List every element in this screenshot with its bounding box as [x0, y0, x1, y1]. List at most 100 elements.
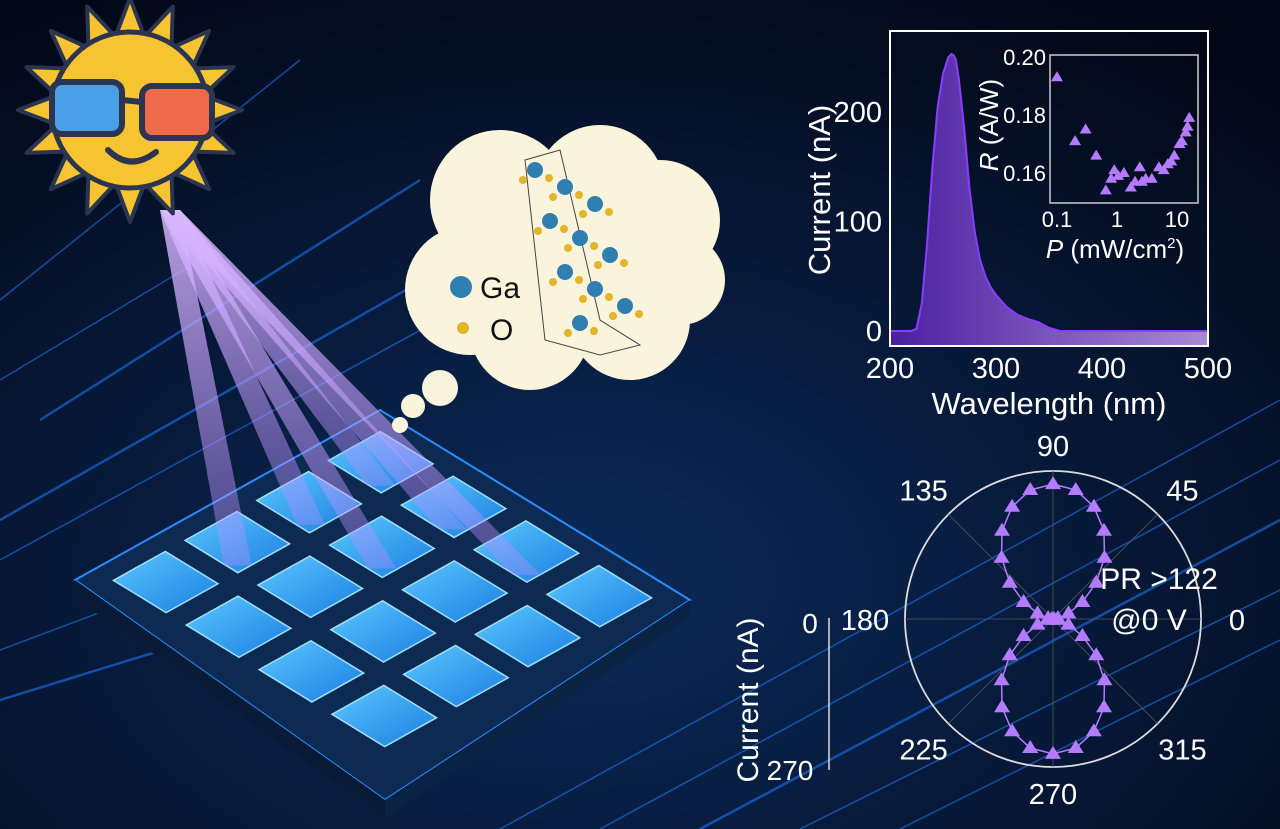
spectrum-area [889, 52, 1209, 347]
spectrum-ylabel: Current (nA) [802, 105, 837, 276]
polar-point [1049, 611, 1066, 625]
polar-point [993, 672, 1010, 686]
polar-point [1074, 594, 1091, 608]
bias-annotation: @0 V [1111, 604, 1186, 637]
polar-point [994, 522, 1011, 536]
light-beam [160, 210, 467, 530]
circuit-line [499, 399, 1280, 829]
chip-edge [385, 600, 690, 818]
inset-y-tick: 0.20 [1003, 45, 1046, 70]
ga-atom [557, 264, 573, 280]
angle-tick-label: 270 [1029, 779, 1077, 811]
inset-point [1117, 167, 1130, 177]
polar-point [1022, 481, 1039, 495]
inset-point [1168, 149, 1181, 160]
o-atom [579, 210, 587, 218]
inset-point [1090, 149, 1103, 160]
polar-point [1001, 647, 1018, 661]
polar-point [1095, 699, 1112, 713]
polar-point [1074, 627, 1091, 641]
polar-point [1015, 627, 1032, 641]
spectrum-xlabel: Wavelength (nm) [932, 386, 1167, 421]
inset-point [1145, 172, 1158, 183]
o-atom [609, 312, 617, 320]
detector-pad [184, 595, 293, 659]
inset-point [1179, 126, 1192, 137]
inset-xlabel: P (mW/cm2) [1046, 234, 1184, 264]
polar-point [1045, 745, 1061, 759]
detector-pad [329, 599, 437, 663]
o-atom [545, 174, 553, 182]
polar-point [1096, 549, 1113, 563]
o-atom [575, 276, 583, 284]
o-atom [594, 261, 602, 269]
light-beams [160, 210, 541, 575]
x-tick-label: 300 [972, 353, 1020, 385]
ga-atom [572, 315, 588, 331]
y-tick-label: 200 [834, 97, 882, 129]
o-atom [575, 191, 583, 199]
o-atom [564, 329, 572, 337]
inset-y-tick: 0.16 [1003, 161, 1046, 186]
ga-atom [587, 281, 603, 297]
polar-rlabel: Current (nA) [732, 617, 765, 782]
o-atom [605, 208, 613, 216]
polar-point [1088, 647, 1105, 661]
o-atom [620, 259, 628, 267]
o-atom [549, 278, 557, 286]
polar-point [1045, 476, 1061, 490]
ga-atom [587, 196, 603, 212]
ga-atom [572, 230, 588, 246]
o-atom-icon [457, 322, 469, 334]
detector-pad [545, 564, 654, 628]
chip-edge [75, 580, 385, 818]
angle-tick-label: 45 [1166, 476, 1198, 508]
circuit-line [0, 259, 201, 381]
r-tick-270: 270 [767, 755, 814, 786]
detector-pad [256, 555, 364, 619]
polar-point [1095, 522, 1112, 536]
ga-atom [527, 162, 543, 178]
polar-point [1085, 498, 1102, 512]
x-tick-label: 400 [1078, 353, 1126, 385]
x-tick-label: 200 [866, 353, 914, 385]
polar-point [1088, 574, 1105, 588]
legend-o: O [490, 314, 513, 347]
light-beam [160, 210, 397, 569]
detector-pad [111, 550, 220, 614]
pr-annotation: PR >122 [1100, 563, 1218, 596]
polar-point [1029, 616, 1046, 630]
polar-point [1067, 481, 1084, 495]
polar-point [1004, 723, 1021, 737]
inset-point [1051, 71, 1063, 82]
light-beam [160, 210, 541, 575]
o-atom [560, 225, 568, 233]
polar-point [994, 699, 1011, 713]
polar-point [993, 549, 1010, 563]
light-beam [160, 210, 252, 566]
inset-point [1181, 120, 1194, 131]
legend-ga: Ga [480, 272, 520, 305]
polar-point [1001, 574, 1018, 588]
polar-point [1060, 605, 1077, 619]
y-tick-label: 100 [834, 207, 882, 239]
spectrum-frame [889, 30, 1209, 347]
inset-point [1112, 169, 1125, 180]
o-atom [590, 242, 598, 250]
o-atom [579, 295, 587, 303]
polar-point [1015, 594, 1032, 608]
o-atom [549, 193, 557, 201]
responsivity-inset: 0.1 1 10 0.16 0.18 0.20 P (mW/cm2) R (A/W) [974, 45, 1199, 264]
inset-point [1157, 164, 1170, 175]
o-atom [564, 244, 572, 252]
angle-tick-label: 135 [899, 476, 947, 508]
detector-pad [402, 644, 510, 708]
inset-point [1079, 123, 1092, 134]
inset-point [1069, 135, 1082, 146]
o-atom [590, 327, 598, 335]
angle-tick-label: 90 [1037, 431, 1069, 463]
inset-point [1133, 161, 1146, 172]
ga-atom [557, 179, 573, 195]
